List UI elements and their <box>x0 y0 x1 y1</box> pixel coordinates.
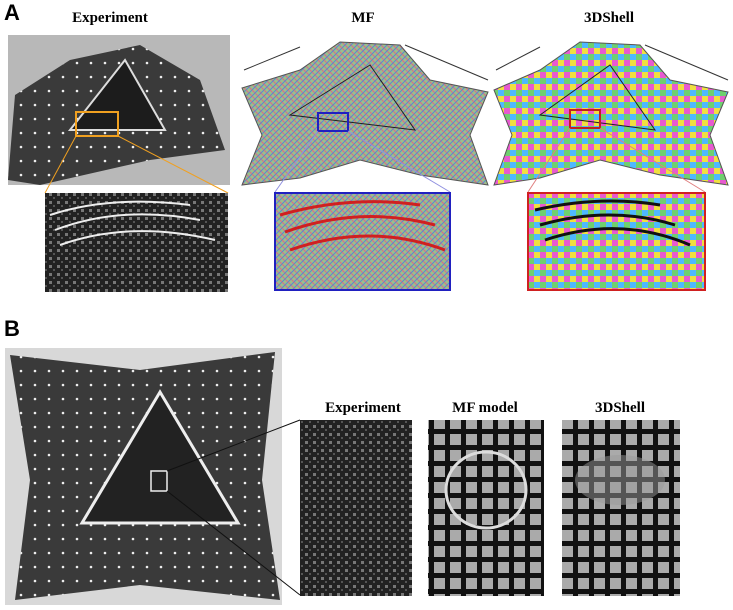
shell-zoom <box>527 192 706 291</box>
experiment-sheet <box>5 348 301 605</box>
mf-zoom <box>274 192 451 291</box>
experiment-closeup <box>300 420 412 596</box>
experiment-photo <box>8 35 230 194</box>
image-title: MF model <box>452 400 518 416</box>
image-title: 3DShell <box>584 10 634 26</box>
image-title: Experiment <box>325 400 401 416</box>
image-title: 3DShell <box>595 400 645 416</box>
mf-model <box>241 41 489 193</box>
experiment-zoom <box>45 193 228 292</box>
mf-closeup <box>428 420 544 596</box>
image-title: Experiment <box>72 10 148 26</box>
panel-label: B <box>4 316 20 341</box>
shell-model <box>493 41 729 193</box>
shell-closeup <box>562 420 680 596</box>
image-title: MF <box>351 10 374 26</box>
panel-label: A <box>4 0 20 25</box>
